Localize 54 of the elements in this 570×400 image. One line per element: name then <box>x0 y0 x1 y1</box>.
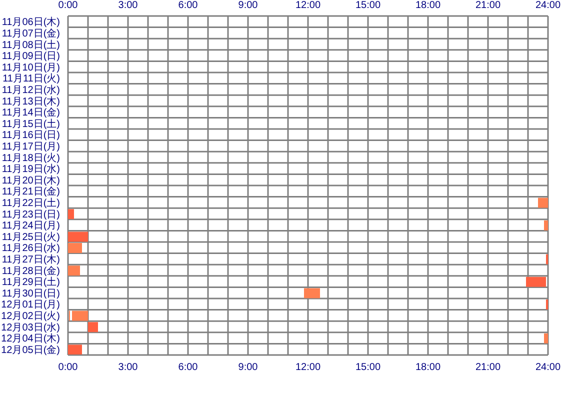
x2-tick-label: 6:00 <box>178 362 198 374</box>
x2-tick-label: 0:00 <box>58 362 78 374</box>
x-tick-label: 0:00 <box>58 0 78 11</box>
y-tick-label: 11月20日(木) <box>2 174 60 186</box>
x-tick-label: 9:00 <box>238 0 258 11</box>
x-tick-label: 15:00 <box>355 0 381 11</box>
x2-tick-label: 9:00 <box>238 362 258 374</box>
y-tick-label: 12月01日(月) <box>1 300 60 311</box>
y-tick-label: 12月04日(木) <box>1 332 60 345</box>
y-tick-label: 11月30日(日) <box>2 288 60 300</box>
y-tick-label: 11月23日(日) <box>2 209 60 220</box>
x-tick-label: 18:00 <box>415 0 441 11</box>
bar <box>526 276 546 287</box>
y-tick-label: 11月24日(月) <box>2 220 60 232</box>
y-tick-label: 11月16日(日) <box>2 130 60 142</box>
y-tick-label: 11月29日(土) <box>2 276 60 288</box>
x2-tick-label: 21:00 <box>475 362 501 374</box>
y-tick-label: 11月17日(月) <box>2 142 60 152</box>
y-tick-label: 11月15日(土) <box>2 118 60 130</box>
x2-tick-label: 15:00 <box>355 362 381 374</box>
x2-tick-label: 24:00 <box>535 362 561 374</box>
y-tick-label: 11月18日(火) <box>2 152 60 164</box>
y-tick-label: 12月02日(火) <box>1 310 60 322</box>
y-tick-label: 11月13日(木) <box>2 95 60 108</box>
y-tick-label: 11月12日(水) <box>2 84 60 96</box>
bar <box>88 322 98 332</box>
x-tick-label: 24:00 <box>535 0 561 11</box>
y-tick-label: 11月25日(火) <box>2 230 60 243</box>
y-tick-label: 11月08日(土) <box>2 38 60 51</box>
bar <box>68 344 82 355</box>
x2-tick-label: 3:00 <box>118 362 138 374</box>
y-tick-label: 11月22日(土) <box>2 197 60 209</box>
y-tick-label: 12月05日(金) <box>1 344 60 356</box>
y-tick-label: 11月19日(水) <box>2 163 60 176</box>
y-tick-label: 11月09日(日) <box>2 51 60 62</box>
y-tick-label: 11月06日(木) <box>2 16 60 28</box>
y-tick-label: 11月14日(金) <box>2 106 60 119</box>
x-tick-label: 6:00 <box>178 0 198 11</box>
x-tick-label: 21:00 <box>475 0 501 11</box>
x2-tick-label: 12:00 <box>295 362 321 374</box>
y-tick-label: 11月11日(火) <box>2 72 60 85</box>
bar <box>68 232 88 242</box>
y-tick-label: 12月03日(水) <box>1 321 60 334</box>
x2-tick-label: 18:00 <box>415 362 441 374</box>
y-tick-label: 11月26日(水) <box>2 242 60 254</box>
y-tick-label: 11月27日(木) <box>2 254 60 266</box>
y-tick-label: 11月21日(金) <box>2 186 60 198</box>
y-tick-label: 11月07日(金) <box>2 28 60 40</box>
x-tick-label: 12:00 <box>295 0 321 11</box>
y-tick-label: 11月10日(月) <box>2 62 60 74</box>
bar <box>72 310 88 321</box>
x-tick-label: 3:00 <box>118 0 138 11</box>
y-tick-label: 11月28日(金) <box>2 264 60 277</box>
bar <box>68 209 74 220</box>
